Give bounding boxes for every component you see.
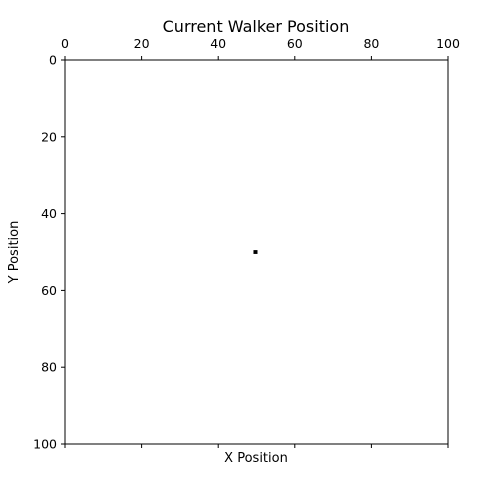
y-tick-label: 60 <box>41 283 57 298</box>
y-tick-label: 40 <box>41 206 57 221</box>
y-tick-label: 0 <box>49 53 57 68</box>
x-tick-label: 20 <box>134 36 150 51</box>
y-axis-title: Y Position <box>7 221 22 285</box>
x-tick-label: 40 <box>210 36 226 51</box>
y-tick-label: 20 <box>41 129 57 144</box>
x-tick-label: 80 <box>363 36 379 51</box>
y-axis-ticks: 0 20 40 60 80 100 <box>33 53 65 452</box>
chart-title: Current Walker Position <box>163 17 350 36</box>
x-axis-title: X Position <box>224 451 288 466</box>
x-tick-label: 100 <box>436 36 460 51</box>
walker-marker <box>253 250 258 254</box>
x-tick-label: 0 <box>61 36 69 51</box>
x-axis-ticks: 0 20 40 60 80 100 <box>61 36 460 448</box>
y-tick-label: 100 <box>33 437 57 452</box>
x-tick-label: 60 <box>287 36 303 51</box>
y-tick-label: 80 <box>41 360 57 375</box>
